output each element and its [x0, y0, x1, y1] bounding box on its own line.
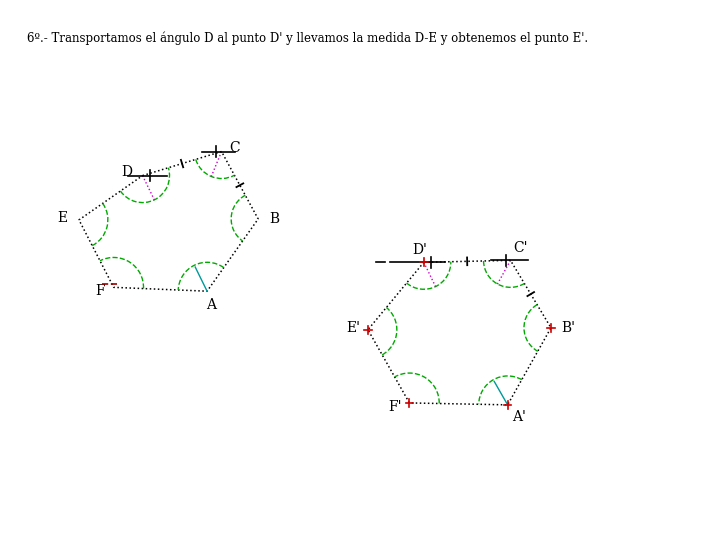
- Text: C: C: [230, 141, 240, 154]
- Text: B: B: [269, 212, 279, 226]
- Text: C': C': [513, 241, 527, 255]
- Text: 6º.- Transportamos el ángulo D al punto D' y llevamos la medida D-E y obtenemos : 6º.- Transportamos el ángulo D al punto …: [27, 31, 588, 45]
- Text: F': F': [388, 400, 402, 414]
- Text: E: E: [58, 211, 68, 225]
- Text: D: D: [122, 165, 132, 179]
- Text: A: A: [206, 298, 216, 312]
- Text: F: F: [95, 284, 105, 298]
- Text: E': E': [346, 321, 361, 335]
- Text: A': A': [512, 410, 526, 424]
- Text: B': B': [562, 321, 575, 335]
- Text: D': D': [413, 243, 428, 257]
